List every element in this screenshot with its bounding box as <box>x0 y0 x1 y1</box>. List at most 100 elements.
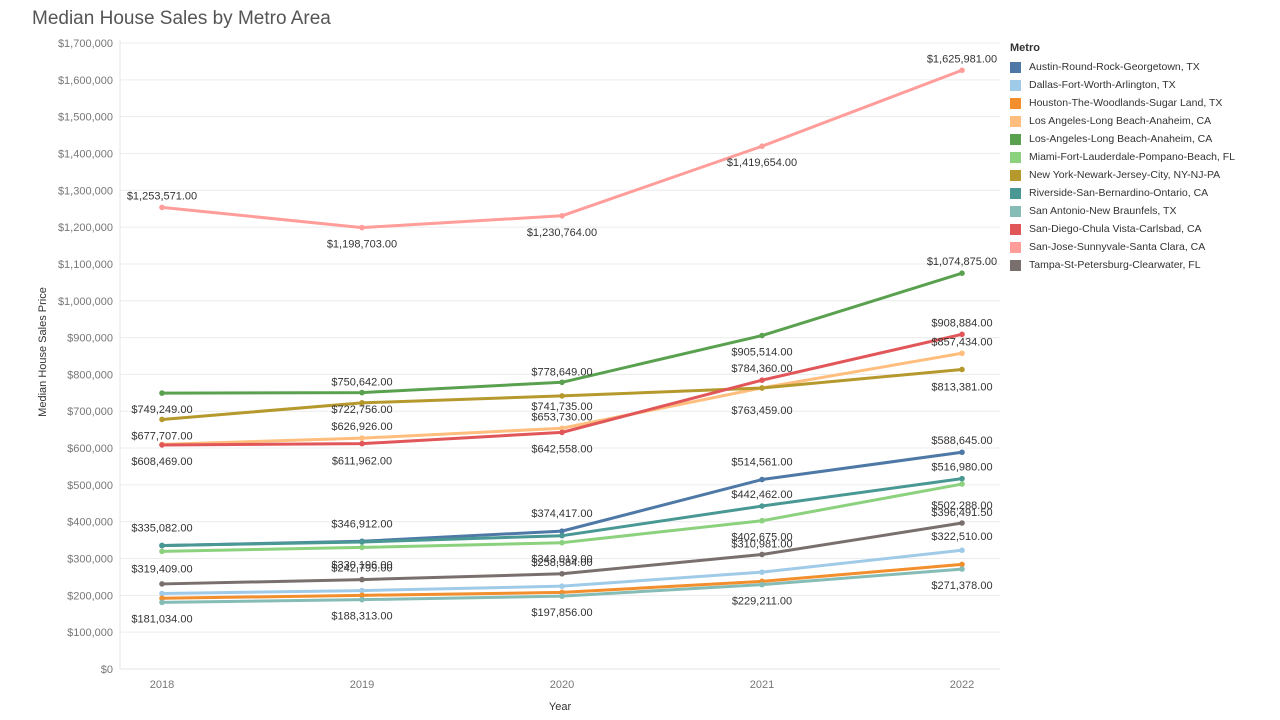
data-label: $1,625,981.00 <box>927 53 997 65</box>
data-label: $442,462.00 <box>731 489 792 501</box>
grid-lines <box>119 40 1000 670</box>
legend-item[interactable]: San-Jose-Sunnyvale-Santa Clara, CA <box>1010 238 1275 256</box>
data-label: $1,074,875.00 <box>927 256 997 268</box>
y-tick-label: $800,000 <box>67 369 113 381</box>
legend-item[interactable]: Austin-Round-Rock-Georgetown, TX <box>1010 58 1275 76</box>
legend-item[interactable]: Tampa-St-Petersburg-Clearwater, FL <box>1010 256 1275 274</box>
y-tick-label: $1,000,000 <box>58 296 113 308</box>
legend-title: Metro <box>1010 42 1040 54</box>
data-label: $514,561.00 <box>731 457 792 469</box>
y-tick-label: $900,000 <box>67 333 113 345</box>
legend-swatch <box>1010 169 1021 181</box>
legend-swatch <box>1010 97 1021 109</box>
data-label: $271,378.00 <box>931 580 992 592</box>
data-label: $905,514.00 <box>731 347 792 359</box>
line-chart: $0 $100,000 $200,000 $300,000 $400,000 $500,0… <box>37 38 1000 713</box>
data-point <box>359 592 365 599</box>
data-point <box>959 331 965 338</box>
x-tick-label: 2019 <box>350 679 374 691</box>
data-point <box>559 583 565 589</box>
data-point <box>559 570 565 577</box>
data-point <box>959 366 965 373</box>
y-tick-label: $100,000 <box>67 627 113 639</box>
data-point <box>159 595 165 602</box>
data-point <box>159 581 165 587</box>
data-point <box>559 429 565 436</box>
legend-label: Houston-The-Woodlands-Sugar Land, TX <box>1029 97 1223 109</box>
legend-items: Austin-Round-Rock-Georgetown, TX Dallas-F… <box>1010 58 1275 274</box>
data-point <box>959 475 965 482</box>
legend-label: Tampa-St-Petersburg-Clearwater, FL <box>1029 259 1201 271</box>
legend-item[interactable]: Riverside-San-Bernardino-Ontario, CA <box>1010 184 1275 202</box>
data-point <box>559 393 565 399</box>
y-tick-label: $1,100,000 <box>58 259 113 271</box>
legend-item[interactable]: Miami-Fort-Lauderdale-Pompano-Beach, FL <box>1010 148 1275 166</box>
legend-label: San-Diego-Chula Vista-Carlsbad, CA <box>1029 223 1202 235</box>
data-point <box>959 67 965 74</box>
data-point <box>959 520 965 526</box>
data-label: $611,962.00 <box>332 456 392 468</box>
data-point <box>759 503 765 509</box>
legend-item[interactable]: Los Angeles-Long Beach-Anaheim, CA <box>1010 112 1275 130</box>
data-label: $322,510.00 <box>931 531 992 543</box>
legend-label: Miami-Fort-Lauderdale-Pompano-Beach, FL <box>1029 151 1236 163</box>
y-tick-label: $1,500,000 <box>58 112 113 124</box>
data-point <box>759 517 765 524</box>
legend-swatch <box>1010 259 1021 271</box>
data-point <box>959 449 965 456</box>
legend-item[interactable]: San Antonio-New Braunfels, TX <box>1010 202 1275 220</box>
data-point <box>159 442 165 448</box>
y-axis: $0 $100,000 $200,000 $300,000 $400,000 $500,0… <box>58 38 113 676</box>
legend-item[interactable]: Los-Angeles-Long Beach-Anaheim, CA <box>1010 130 1275 148</box>
legend-swatch <box>1010 133 1021 145</box>
legend-label: Los Angeles-Long Beach-Anaheim, CA <box>1029 115 1212 127</box>
data-label: $258,584.00 <box>531 557 592 569</box>
legend-item[interactable]: Houston-The-Woodlands-Sugar Land, TX <box>1010 94 1275 112</box>
data-point <box>759 581 765 588</box>
data-label: $1,198,703.00 <box>327 239 397 251</box>
data-label: $642,558.00 <box>531 443 592 455</box>
y-tick-label: $1,600,000 <box>58 75 113 87</box>
x-tick-label: 2018 <box>150 679 174 691</box>
legend-swatch <box>1010 151 1021 163</box>
data-point <box>759 332 765 339</box>
data-label: $588,645.00 <box>931 435 992 447</box>
legend-item[interactable]: Dallas-Fort-Worth-Arlington, TX <box>1010 76 1275 94</box>
data-point <box>359 587 365 594</box>
data-point <box>559 212 565 219</box>
legend-swatch <box>1010 241 1021 253</box>
series-lines <box>160 68 964 604</box>
x-tick-label: 2020 <box>550 679 574 691</box>
y-axis-title: Median House Sales Price <box>37 287 49 417</box>
legend-swatch <box>1010 115 1021 127</box>
data-point <box>759 476 765 483</box>
data-point <box>359 435 365 441</box>
data-point <box>159 590 165 597</box>
data-point <box>959 566 965 572</box>
data-point <box>359 539 365 545</box>
data-label: $749,249.00 <box>131 404 192 416</box>
data-point <box>559 528 565 534</box>
legend-swatch <box>1010 79 1021 91</box>
legend-label: Dallas-Fort-Worth-Arlington, TX <box>1029 79 1176 91</box>
y-tick-label: $0 <box>101 664 113 676</box>
data-point <box>959 270 965 276</box>
data-label: $374,417.00 <box>531 508 592 520</box>
data-label: $722,756.00 <box>331 404 392 416</box>
data-point <box>359 596 365 603</box>
data-point <box>159 204 165 211</box>
data-point <box>359 224 365 231</box>
series-line <box>160 68 964 230</box>
data-label: $330,196.00 <box>331 559 392 571</box>
data-label: $778,649.00 <box>531 366 592 378</box>
data-point <box>159 548 165 555</box>
data-point <box>559 425 565 432</box>
data-point <box>759 385 765 391</box>
legend-item[interactable]: San-Diego-Chula Vista-Carlsbad, CA <box>1010 220 1275 238</box>
data-label: $1,230,764.00 <box>527 227 597 239</box>
data-point <box>359 389 365 396</box>
y-tick-label: $300,000 <box>67 554 113 566</box>
series-points <box>159 67 965 606</box>
data-point <box>959 350 965 357</box>
legend-item[interactable]: New York-Newark-Jersey-City, NY-NJ-PA <box>1010 166 1275 184</box>
